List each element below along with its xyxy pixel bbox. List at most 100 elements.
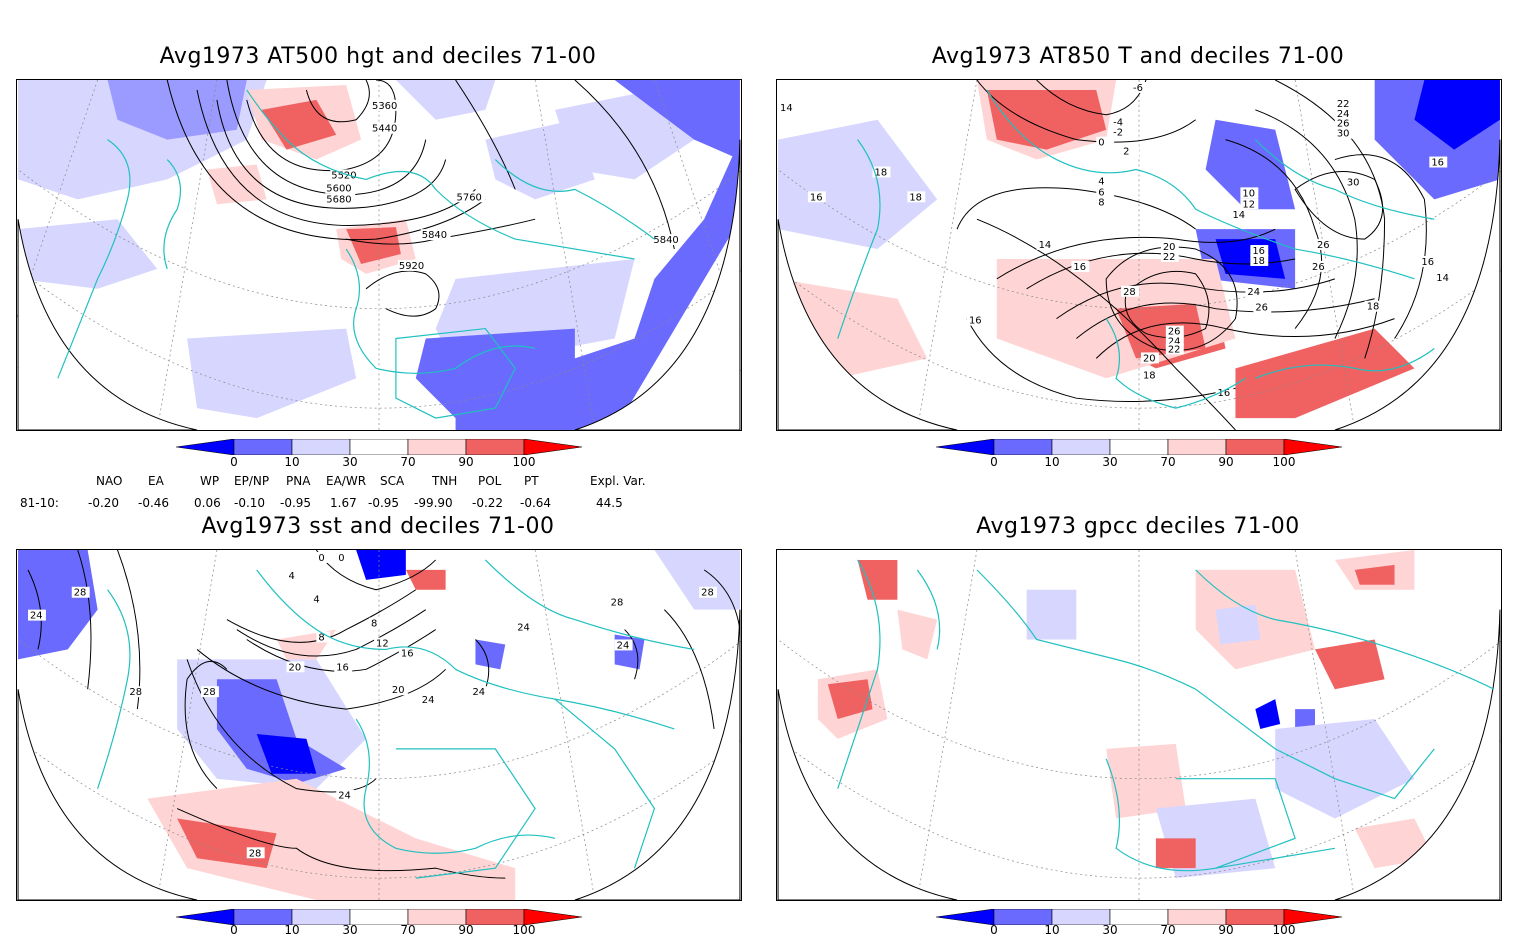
panel-title-sst: Avg1973 sst and deciles 71-00 [201, 514, 555, 539]
index-header: PT [524, 474, 539, 488]
contour-label: 28 [74, 588, 87, 599]
contour-label: 4 [1098, 176, 1104, 187]
latitude-graticule [777, 550, 1501, 900]
colorbar-label: 0 [990, 455, 998, 469]
contour-label: 24 [517, 623, 530, 634]
height-contours [166, 80, 675, 317]
contour-label: 28 [701, 588, 714, 599]
index-value: -0.22 [472, 496, 504, 510]
contour-label: 16 [1073, 262, 1086, 273]
colorbar-segment [993, 438, 1053, 456]
colorbar-label: 100 [512, 455, 536, 469]
colorbar-label: 0 [230, 455, 238, 469]
contour-label: 16 [1421, 257, 1434, 268]
decile-area [107, 80, 247, 140]
temperature-contours [956, 80, 1427, 430]
decile-area [1314, 639, 1385, 690]
colorbar-label: 30 [1102, 455, 1118, 469]
index-value: -0.64 [520, 496, 552, 510]
colorbar-label: 0 [990, 923, 998, 937]
contour-label-group: 14 18 18 16 16 14 16 -6 -4 -2 0 2 4 6 8 … [778, 81, 1453, 399]
index-value: -0.20 [88, 496, 120, 510]
contour-label: 16 [1431, 158, 1444, 169]
hemisphere-boundary [777, 139, 1501, 430]
contour-label: 5920 [399, 261, 424, 272]
decile-area [654, 550, 740, 610]
colorbar-segment [1283, 438, 1343, 456]
decile-area [1255, 699, 1281, 729]
index-value: 1.67 [330, 496, 357, 510]
contour-label: 30 [1347, 177, 1360, 188]
colorbar-t850: 0 10 30 70 90 100 [935, 438, 1356, 479]
decile-area [1215, 604, 1261, 645]
decile-area [1026, 589, 1077, 640]
colorbar-segment [1051, 438, 1111, 456]
colorbar-segment [523, 438, 583, 456]
colorbar-label: 0 [230, 923, 238, 937]
contour-label: 24 [422, 695, 435, 706]
contour-label: 5680 [326, 194, 351, 205]
colorbar-segment [233, 438, 293, 456]
colorbar-svg [175, 908, 583, 926]
contour-label: 26 [1312, 262, 1325, 273]
map-gpcc-svg [777, 550, 1501, 900]
decile-area [778, 119, 938, 250]
colorbar-label: 30 [342, 455, 358, 469]
panel-title-t850: Avg1973 AT850 T and deciles 71-00 [931, 44, 1345, 69]
decile-area [475, 639, 506, 670]
decile-area [1155, 838, 1196, 869]
contour-label: 10 [1242, 188, 1255, 199]
contour-label: 28 [1123, 287, 1136, 298]
contour-label: 18 [1143, 370, 1156, 381]
contour-label: 28 [249, 848, 262, 859]
contour-label: 28 [203, 687, 216, 698]
map-panel-sst: 24 28 28 28 0 0 4 4 8 8 12 16 16 20 20 2… [16, 549, 742, 901]
colorbar-segment [175, 438, 235, 456]
index-value: -0.95 [280, 496, 312, 510]
colorbar-hgt: 0 10 30 70 90 100 [175, 438, 596, 479]
colorbar-segment [349, 438, 409, 456]
contour-label: 30 [1337, 129, 1350, 140]
contour-label: 5360 [372, 101, 397, 112]
colorbar-segment [465, 438, 525, 456]
index-header: EA [148, 474, 164, 488]
colorbar-label: 70 [400, 455, 416, 469]
colorbar-svg [935, 438, 1343, 456]
contour-label: 5840 [422, 230, 447, 241]
colorbar-label: 100 [1272, 455, 1296, 469]
contour-label: 24 [1247, 287, 1260, 298]
contour-label: 22 [1168, 344, 1181, 355]
colorbar-label: 10 [1044, 923, 1060, 937]
index-row-label: 81-10: [20, 496, 59, 510]
map-panel-gpcc [776, 549, 1502, 901]
contour-label: 18 [909, 192, 922, 203]
map-panel-t850: 14 18 18 16 16 14 16 -6 -4 -2 0 2 4 6 8 … [776, 79, 1502, 431]
decile-area [395, 80, 496, 120]
decile-area [1205, 119, 1296, 210]
contour-label: 26 [1168, 327, 1181, 338]
contour-label: 0 [318, 553, 324, 564]
contour-label: 22 [1337, 99, 1350, 110]
contour-label: 12 [376, 638, 389, 649]
hemisphere-boundary [777, 609, 1501, 900]
colorbar-label: 90 [458, 923, 474, 937]
contour-label-group: 24 28 28 28 0 0 4 4 8 8 12 16 16 20 20 2… [28, 551, 718, 859]
index-header: POL [478, 474, 502, 488]
contour-label: 18 [1367, 302, 1380, 313]
contour-label: 28 [611, 598, 624, 609]
decile-area [1295, 709, 1315, 729]
decile-area [1235, 328, 1415, 419]
contour-label: 14 [780, 103, 793, 114]
colorbar-segment [291, 438, 351, 456]
colorbar-label: 70 [400, 923, 416, 937]
coastlines [837, 89, 1435, 409]
map-hgt-svg: 5360 5440 5520 5600 5680 5760 5840 5840 … [17, 80, 741, 430]
contour-label: 16 [336, 662, 349, 673]
index-value: -0.95 [368, 496, 400, 510]
contour-label: 24 [1168, 336, 1181, 347]
colorbar-label: 100 [512, 923, 536, 937]
contour-label: 8 [318, 632, 324, 643]
index-header: EA/WR [326, 474, 367, 488]
contour-label: 4 [289, 571, 295, 582]
contour-label: 24 [338, 791, 351, 802]
